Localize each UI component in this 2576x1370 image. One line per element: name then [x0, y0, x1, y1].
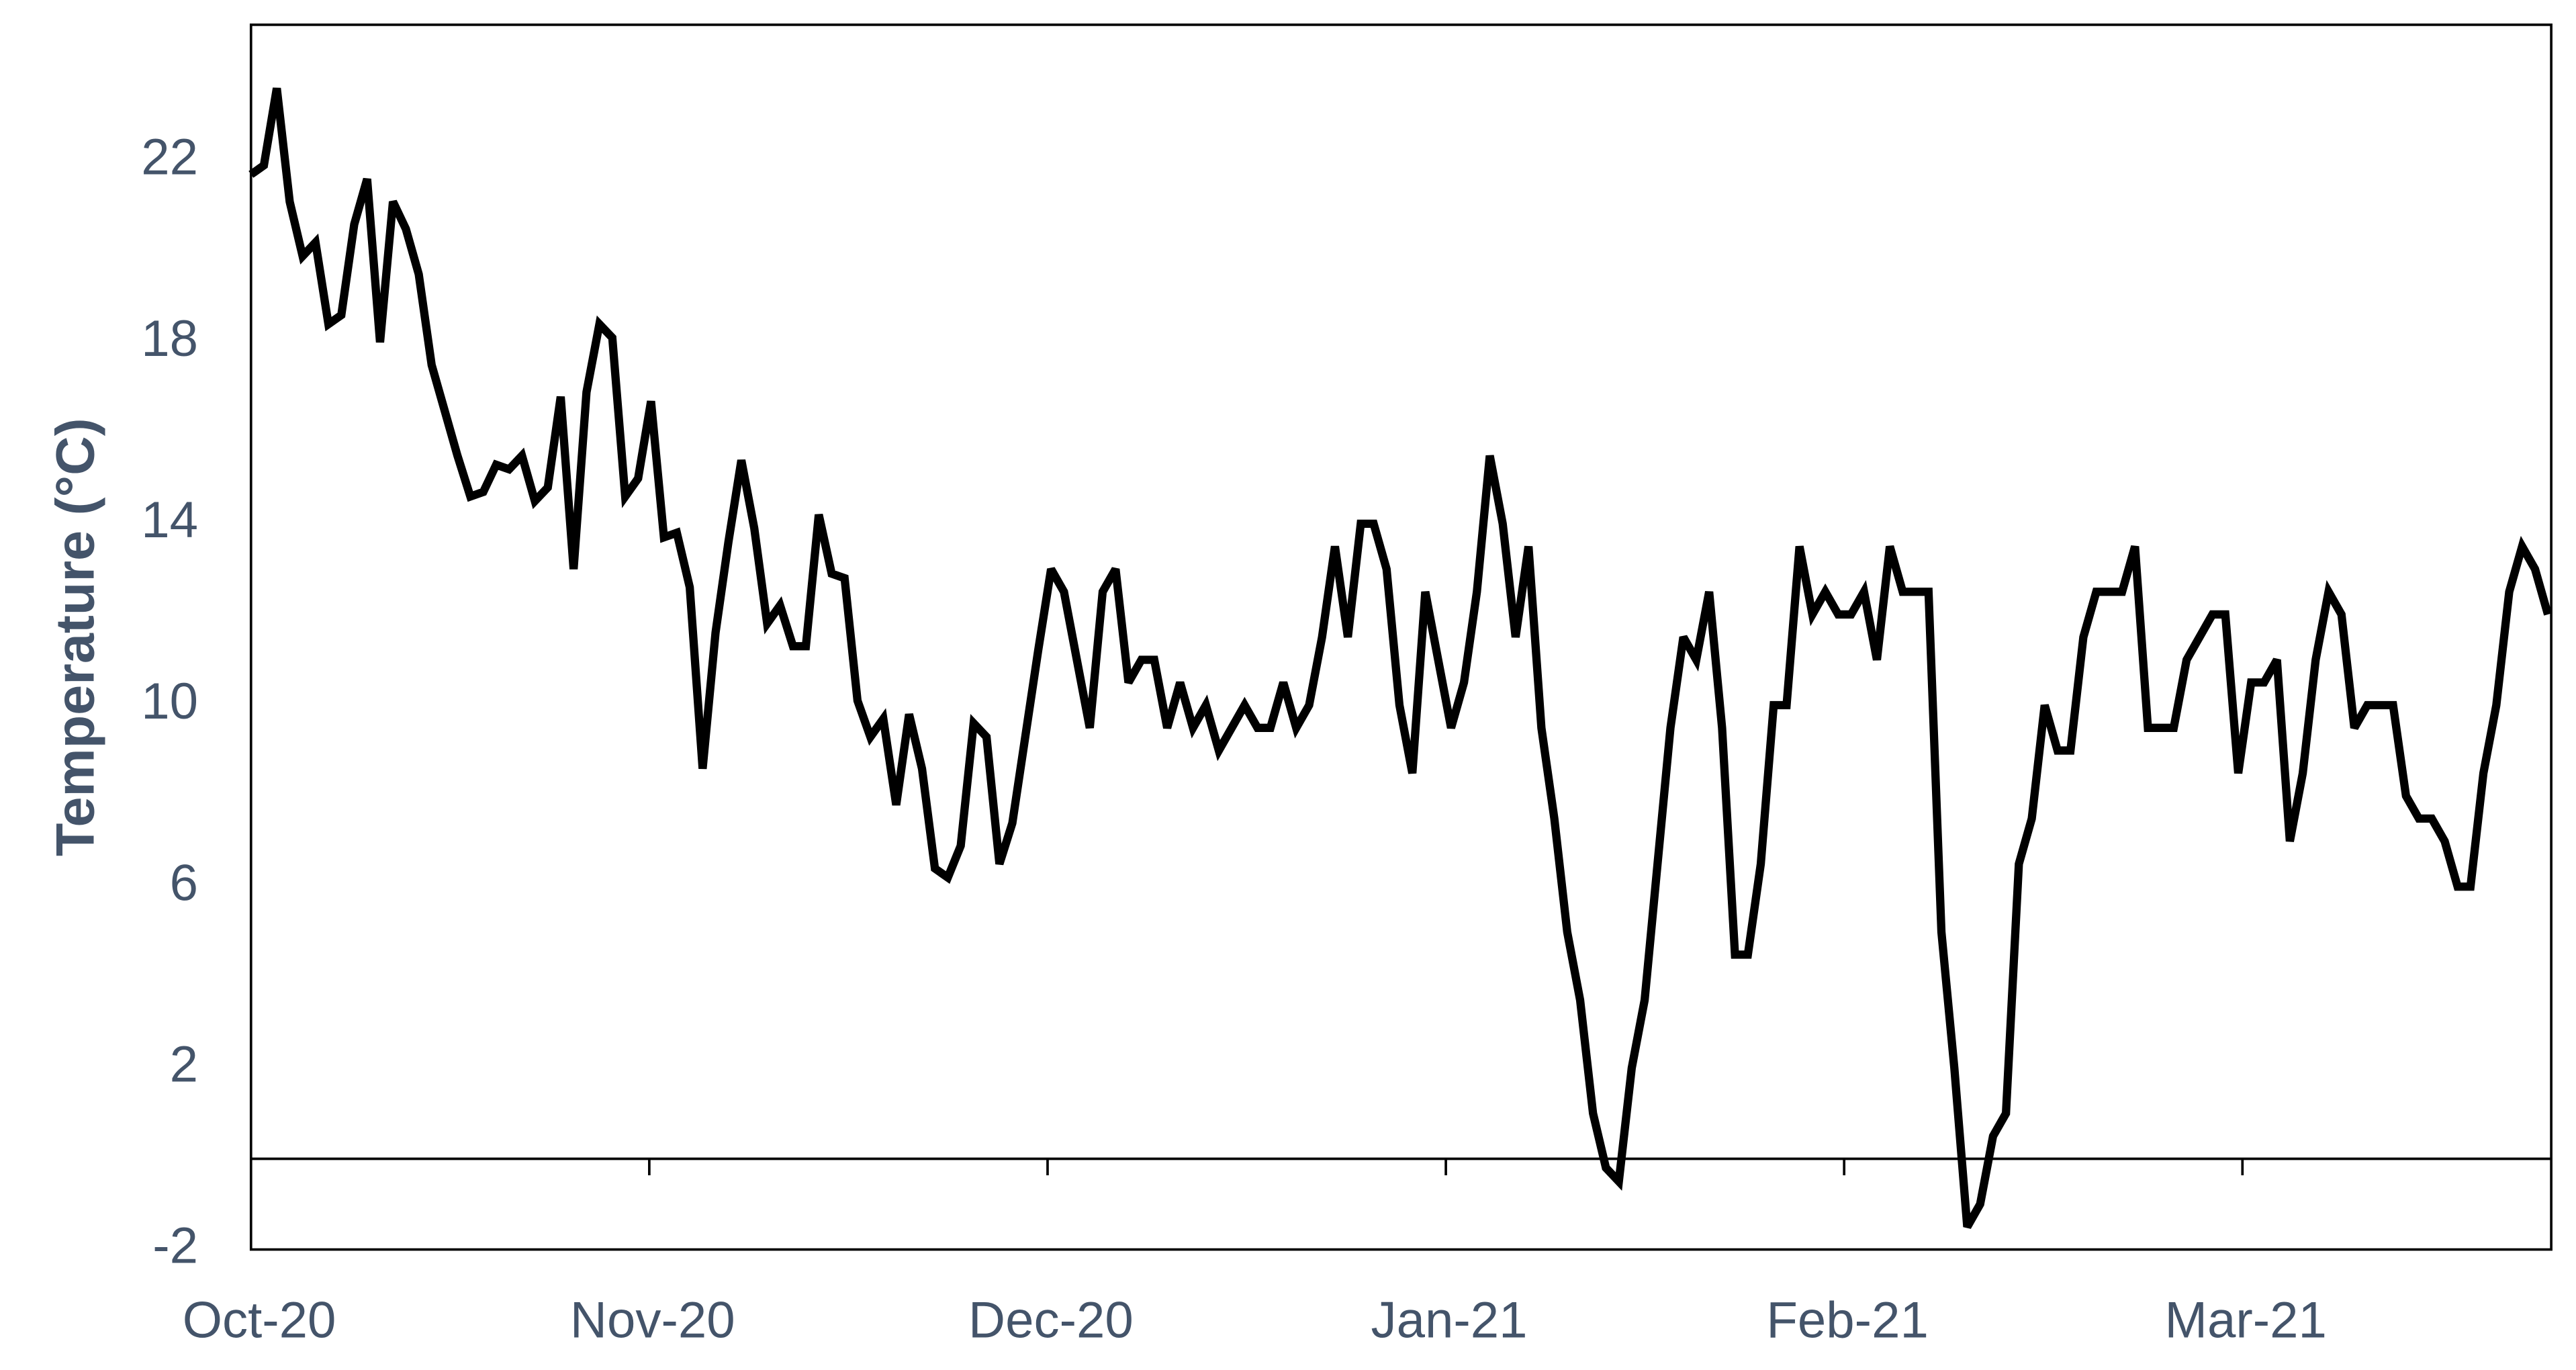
x-tick-label: Jan-21 [1371, 1291, 1527, 1349]
x-tick-label: Nov-20 [570, 1291, 735, 1349]
y-axis-title: Temperature (°C) [45, 418, 105, 856]
y-tick-label: -2 [152, 1218, 198, 1275]
x-tick-label: Mar-21 [2164, 1291, 2326, 1349]
x-tick-label: Dec-20 [968, 1291, 1134, 1349]
y-tick-label: 2 [170, 1036, 198, 1093]
y-tick-label: 10 [141, 673, 198, 730]
x-tick-label: Feb-21 [1766, 1291, 1929, 1349]
y-tick-label: 18 [141, 310, 198, 367]
x-tick-label: Oct-20 [183, 1291, 336, 1349]
y-tick-label: 6 [170, 854, 198, 911]
data-line [248, 87, 2552, 1229]
y-tick-label: 22 [141, 129, 198, 186]
plot-frame [249, 24, 2552, 1251]
y-tick-label: 14 [141, 492, 198, 549]
